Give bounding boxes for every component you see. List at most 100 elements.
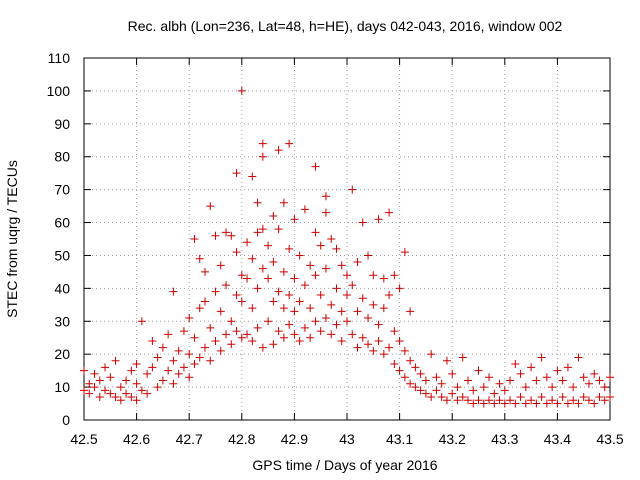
data-point-marker [195, 353, 204, 362]
data-point-marker [553, 399, 562, 408]
data-point-marker [158, 343, 167, 352]
data-point-marker [416, 369, 425, 378]
y-tick-label: 70 [54, 182, 70, 198]
data-point-marker [111, 356, 120, 365]
data-point-marker [448, 369, 457, 378]
data-point-marker [495, 396, 504, 405]
data-point-marker [400, 248, 409, 257]
data-point-marker [300, 281, 309, 290]
data-point-marker [337, 337, 346, 346]
data-point-marker [85, 389, 94, 398]
data-point-marker [353, 307, 362, 316]
data-point-marker [85, 379, 94, 388]
data-point-marker [343, 317, 351, 326]
axis-ticks: 42.5 42.6 42.7 42.8 42.9 43 43.1 43.2 43.3 43.4 43… [47, 50, 624, 447]
data-point-marker [343, 290, 351, 299]
data-point-marker [232, 290, 241, 299]
data-point-marker [253, 323, 262, 332]
data-point-marker [553, 366, 562, 375]
x-tick-label: 43.5 [596, 431, 623, 447]
data-point-marker [558, 376, 567, 385]
data-point-marker [584, 396, 593, 405]
data-point-marker [137, 317, 146, 326]
data-point-marker [269, 258, 278, 267]
data-point-marker [537, 353, 546, 362]
data-point-marker [116, 383, 125, 392]
data-point-marker [185, 350, 194, 359]
data-point-marker [258, 264, 267, 273]
data-point-marker [143, 389, 152, 398]
data-point-marker [490, 389, 499, 398]
data-point-marker [316, 241, 325, 250]
data-point-marker [463, 376, 472, 385]
data-point-marker [421, 389, 430, 398]
data-point-marker [169, 379, 178, 388]
data-point-marker [327, 235, 336, 243]
data-point-marker [185, 313, 194, 322]
data-point-marker [306, 304, 315, 313]
data-point-marker [506, 396, 515, 405]
data-point-marker [390, 327, 399, 336]
data-point-marker [200, 343, 209, 352]
data-point-marker [258, 225, 267, 234]
data-point-marker [258, 343, 267, 352]
data-point-marker [95, 376, 104, 385]
data-point-marker [169, 287, 178, 296]
data-point-marker [132, 379, 141, 388]
y-tick-label: 60 [54, 215, 70, 231]
data-point-marker [232, 327, 241, 336]
data-point-marker [190, 360, 199, 369]
data-point-marker [274, 287, 283, 296]
data-point-marker [195, 304, 204, 313]
data-point-marker [311, 317, 320, 326]
data-point-marker [216, 261, 225, 270]
data-point-marker [264, 241, 273, 250]
data-point-marker [285, 290, 294, 299]
data-point-marker [474, 366, 483, 375]
data-point-marker [290, 274, 299, 283]
data-point-marker [311, 228, 320, 237]
data-point-marker [579, 373, 588, 382]
data-point-marker [279, 267, 288, 276]
data-point-marker [243, 238, 252, 247]
data-point-marker [463, 396, 472, 405]
grid-lines [84, 58, 610, 420]
y-tick-label: 100 [47, 83, 71, 99]
data-point-marker [158, 376, 167, 385]
data-point-marker [222, 281, 231, 290]
data-point-marker [137, 386, 146, 395]
data-point-marker [400, 346, 409, 355]
data-point-marker [600, 396, 609, 405]
data-point-marker [290, 330, 299, 339]
data-point-marker [521, 399, 530, 408]
data-point-marker [579, 392, 588, 401]
data-point-marker [321, 264, 330, 273]
data-point-marker [222, 330, 231, 339]
data-point-marker [479, 383, 488, 392]
data-point-marker [148, 337, 157, 346]
x-tick-label: 42.5 [70, 431, 97, 447]
data-point-marker [300, 205, 309, 214]
data-point-marker [364, 313, 373, 322]
data-point-marker [337, 307, 346, 316]
x-tick-label: 43 [339, 431, 355, 447]
data-point-marker [95, 392, 104, 401]
data-point-marker [442, 356, 451, 365]
data-point-marker [106, 373, 115, 382]
x-tick-label: 42.8 [228, 431, 255, 447]
data-point-marker [274, 327, 283, 336]
data-point-marker [453, 396, 462, 405]
data-point-marker [590, 399, 599, 408]
data-point-marker [521, 383, 530, 392]
data-point-marker [458, 392, 467, 401]
y-axis-label: STEC from uqrg / TECUs [4, 160, 20, 318]
data-point-marker [290, 307, 299, 316]
data-point-marker [190, 235, 199, 243]
y-tick-label: 20 [54, 346, 70, 362]
data-point-marker [563, 363, 572, 372]
data-point-marker [590, 369, 599, 378]
data-point-marker [227, 317, 236, 326]
data-point-marker [248, 172, 257, 181]
data-point-marker [506, 376, 515, 385]
